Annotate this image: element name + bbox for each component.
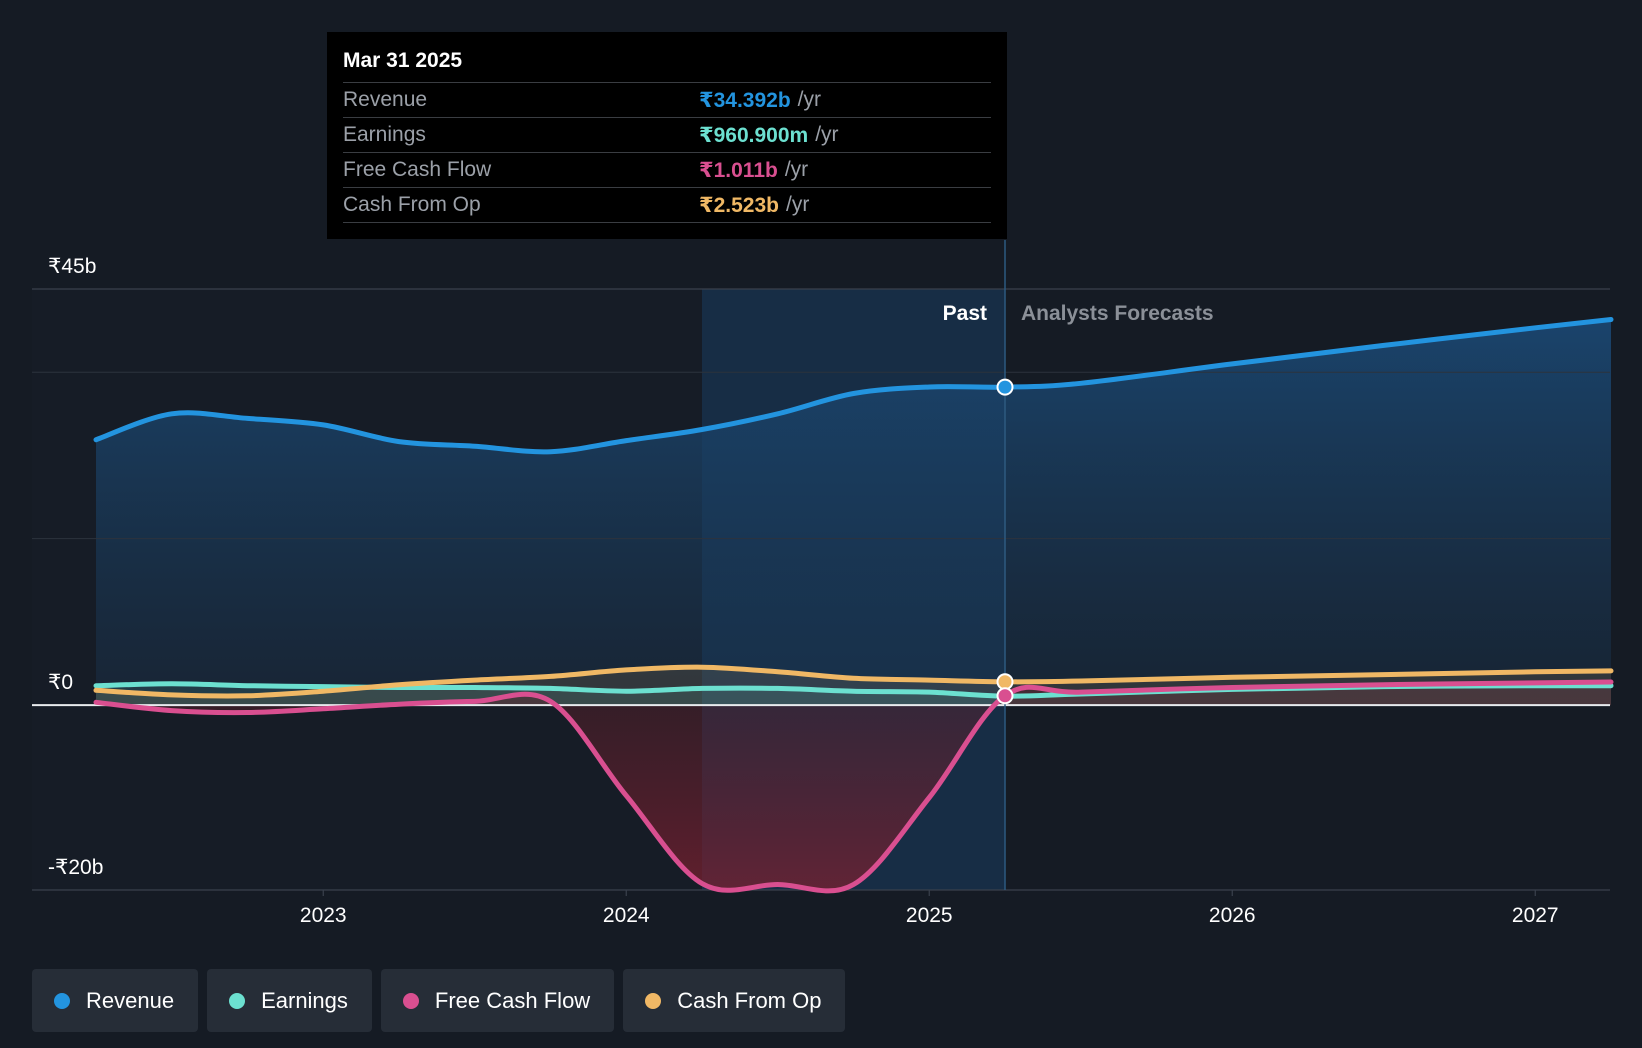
legend-label: Free Cash Flow bbox=[434, 987, 591, 1013]
legend-label: Earnings bbox=[261, 987, 348, 1013]
y-tick-label: ₹0 bbox=[48, 671, 73, 694]
legend-label: Revenue bbox=[86, 987, 175, 1013]
legend-item-revenue[interactable]: Revenue bbox=[32, 969, 199, 1032]
y-tick-label: ₹45b bbox=[48, 255, 96, 278]
tooltip-row-cash-from-op: Cash From Op ₹2.523b /yr bbox=[343, 187, 991, 223]
tooltip-value: ₹2.523b bbox=[699, 193, 779, 217]
earnings-dot-icon bbox=[229, 992, 246, 1009]
x-tick-label: 2027 bbox=[1512, 904, 1559, 927]
x-tick-label: 2024 bbox=[603, 904, 650, 927]
x-tick-label: 2023 bbox=[300, 904, 347, 927]
legend: Revenue Earnings Free Cash Flow Cash Fro… bbox=[32, 969, 846, 1032]
forecast-label: Analysts Forecasts bbox=[1021, 302, 1214, 325]
tooltip-label: Earnings bbox=[343, 123, 426, 146]
tooltip-unit: /yr bbox=[815, 123, 839, 146]
tooltip-row-earnings: Earnings ₹960.900m /yr bbox=[343, 117, 991, 152]
cash-from-op-line bbox=[93, 664, 1614, 699]
legend-item-free-cash-flow[interactable]: Free Cash Flow bbox=[380, 969, 615, 1032]
tooltip-unit: /yr bbox=[786, 193, 810, 216]
tooltip-row-revenue: Revenue ₹34.392b /yr bbox=[343, 82, 991, 117]
free-cash-flow-dot-icon bbox=[402, 992, 419, 1009]
revenue-line bbox=[93, 317, 1614, 455]
y-tick-label: -₹20b bbox=[48, 856, 103, 879]
revenue-area bbox=[96, 319, 1611, 706]
free-cash-flow-line bbox=[93, 679, 1614, 894]
free-cash-flow-area bbox=[96, 682, 1611, 891]
legend-item-cash-from-op[interactable]: Cash From Op bbox=[623, 969, 846, 1032]
cash-from-op-dot-icon bbox=[645, 992, 662, 1009]
tooltip-value: ₹960.900m bbox=[699, 123, 809, 147]
revenue-dot-icon bbox=[54, 992, 70, 1009]
tooltip-label: Cash From Op bbox=[343, 193, 481, 216]
revenue-marker bbox=[996, 378, 1014, 396]
tooltip-date: Mar 31 2025 bbox=[343, 49, 463, 72]
tooltip-row-free-cash-flow: Free Cash Flow ₹1.011b /yr bbox=[343, 152, 991, 187]
x-tick-label: 2025 bbox=[906, 904, 953, 927]
cash-from-op-marker bbox=[996, 673, 1014, 691]
legend-label: Cash From Op bbox=[677, 987, 822, 1013]
tooltip: Mar 31 2025 Revenue ₹34.392b /yr Earning… bbox=[327, 32, 1007, 239]
free-cash-flow-marker bbox=[996, 687, 1014, 705]
past-label: Past bbox=[943, 302, 987, 325]
tooltip-unit: /yr bbox=[797, 88, 821, 111]
tooltip-value: ₹34.392b bbox=[699, 88, 791, 112]
legend-item-earnings[interactable]: Earnings bbox=[207, 969, 372, 1032]
x-tick-label: 2026 bbox=[1209, 904, 1256, 927]
tooltip-label: Revenue bbox=[343, 88, 428, 111]
tooltip-unit: /yr bbox=[784, 158, 809, 181]
tooltip-value: ₹1.011b bbox=[699, 158, 778, 182]
tooltip-label: Free Cash Flow bbox=[343, 158, 492, 181]
